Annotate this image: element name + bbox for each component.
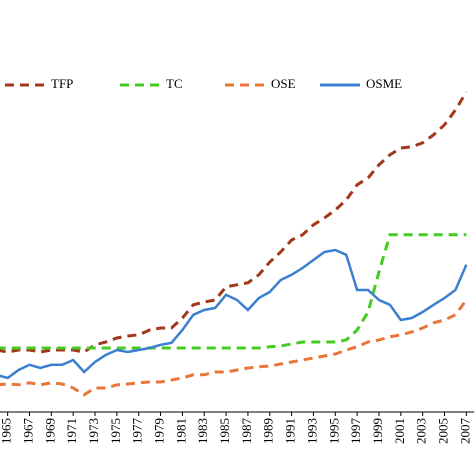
x-tick-label: 1967 [20, 418, 35, 445]
x-tick-label: 1997 [348, 418, 363, 445]
series-line [0, 299, 468, 397]
x-tick-label: 1965 [0, 418, 14, 444]
x-tick-label: 1969 [42, 418, 57, 444]
x-tick-label: 2001 [392, 418, 407, 444]
x-tick-label: 1985 [217, 418, 232, 444]
series-line [0, 248, 468, 380]
series-line [0, 91, 468, 354]
x-tick-label: 1991 [283, 418, 298, 444]
x-tick-label: 1971 [64, 418, 79, 444]
x-tick-label: 2007 [457, 418, 472, 445]
x-tick-label: 1993 [304, 418, 319, 444]
x-tick-label: 1975 [108, 418, 123, 444]
x-tick-label: 1989 [261, 418, 276, 444]
x-tick-label: 1973 [86, 418, 101, 444]
x-tick-label: 1979 [152, 418, 167, 444]
x-tick-label: 2005 [435, 418, 450, 444]
x-tick-label: 2003 [414, 418, 429, 444]
x-tick-label: 1999 [370, 418, 385, 444]
x-tick-label: 1995 [326, 418, 341, 444]
x-tick-label: 1977 [130, 418, 145, 445]
x-tick-label: 1983 [195, 418, 210, 444]
x-tick-label: 1987 [239, 418, 254, 445]
series-line [0, 233, 467, 350]
legend-label: TC [166, 76, 183, 91]
x-tick-label: 1981 [173, 418, 188, 444]
legend-label: TFP [51, 76, 73, 91]
legend-label: OSME [366, 76, 402, 91]
legend-label: OSE [271, 76, 296, 91]
